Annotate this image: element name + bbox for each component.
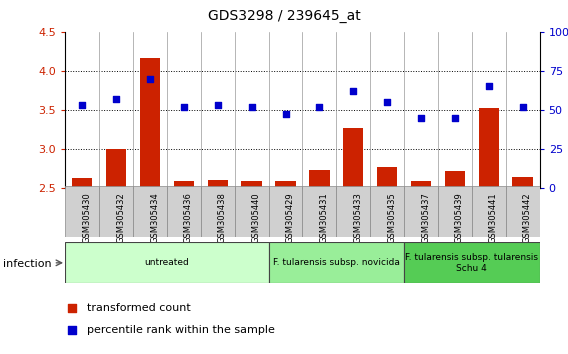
- Bar: [438, 186, 472, 237]
- Point: [450, 115, 460, 120]
- Text: GSM305435: GSM305435: [387, 192, 396, 243]
- Text: GSM305436: GSM305436: [184, 192, 193, 243]
- Text: GSM305434: GSM305434: [150, 192, 159, 243]
- Bar: [411, 181, 431, 354]
- Point: [111, 96, 120, 102]
- Bar: [445, 171, 465, 354]
- Text: GSM305442: GSM305442: [523, 192, 532, 242]
- Text: infection: infection: [3, 259, 52, 269]
- Bar: [140, 58, 160, 354]
- Text: GSM305433: GSM305433: [353, 192, 362, 243]
- Text: transformed count: transformed count: [87, 303, 190, 313]
- Text: F. tularensis subsp. novicida: F. tularensis subsp. novicida: [273, 258, 400, 267]
- Bar: [404, 186, 438, 237]
- Text: GSM305439: GSM305439: [455, 192, 464, 243]
- Bar: [309, 171, 329, 354]
- Bar: [512, 177, 533, 354]
- Bar: [99, 186, 133, 237]
- Text: GSM305437: GSM305437: [421, 192, 430, 243]
- Bar: [106, 149, 126, 354]
- Bar: [269, 186, 303, 237]
- Point: [281, 112, 290, 117]
- Text: GSM305432: GSM305432: [116, 192, 125, 243]
- Point: [179, 104, 189, 109]
- Point: [383, 99, 392, 105]
- Point: [518, 104, 527, 109]
- Text: GSM305438: GSM305438: [218, 192, 227, 243]
- Point: [78, 102, 87, 108]
- Bar: [370, 186, 404, 237]
- Bar: [65, 186, 99, 237]
- Bar: [201, 186, 235, 237]
- Bar: [208, 180, 228, 354]
- Point: [213, 102, 222, 108]
- Bar: [472, 186, 506, 237]
- Point: [485, 84, 494, 89]
- Text: GSM305429: GSM305429: [286, 192, 295, 242]
- Point: [315, 104, 324, 109]
- Point: [145, 76, 154, 81]
- Bar: [506, 186, 540, 237]
- Bar: [269, 242, 404, 283]
- Bar: [377, 167, 398, 354]
- Text: untreated: untreated: [145, 258, 189, 267]
- Bar: [275, 181, 296, 354]
- Point: [349, 88, 358, 94]
- Bar: [303, 186, 336, 237]
- Bar: [404, 242, 540, 283]
- Bar: [133, 186, 167, 237]
- Text: GSM305441: GSM305441: [489, 192, 498, 242]
- Bar: [65, 242, 269, 283]
- Bar: [174, 181, 194, 354]
- Bar: [72, 178, 93, 354]
- Text: GDS3298 / 239645_at: GDS3298 / 239645_at: [208, 9, 360, 23]
- Point: [247, 104, 256, 109]
- Text: GSM305440: GSM305440: [252, 192, 261, 242]
- Bar: [241, 181, 262, 354]
- Bar: [343, 129, 364, 354]
- Point: [362, 190, 371, 195]
- Text: GSM305430: GSM305430: [82, 192, 91, 243]
- Text: percentile rank within the sample: percentile rank within the sample: [87, 325, 274, 335]
- Bar: [479, 108, 499, 354]
- Text: F. tularensis subsp. tularensis
Schu 4: F. tularensis subsp. tularensis Schu 4: [406, 253, 538, 273]
- Point: [416, 115, 425, 120]
- Text: GSM305431: GSM305431: [319, 192, 328, 243]
- Bar: [167, 186, 201, 237]
- Bar: [336, 186, 370, 237]
- Bar: [235, 186, 269, 237]
